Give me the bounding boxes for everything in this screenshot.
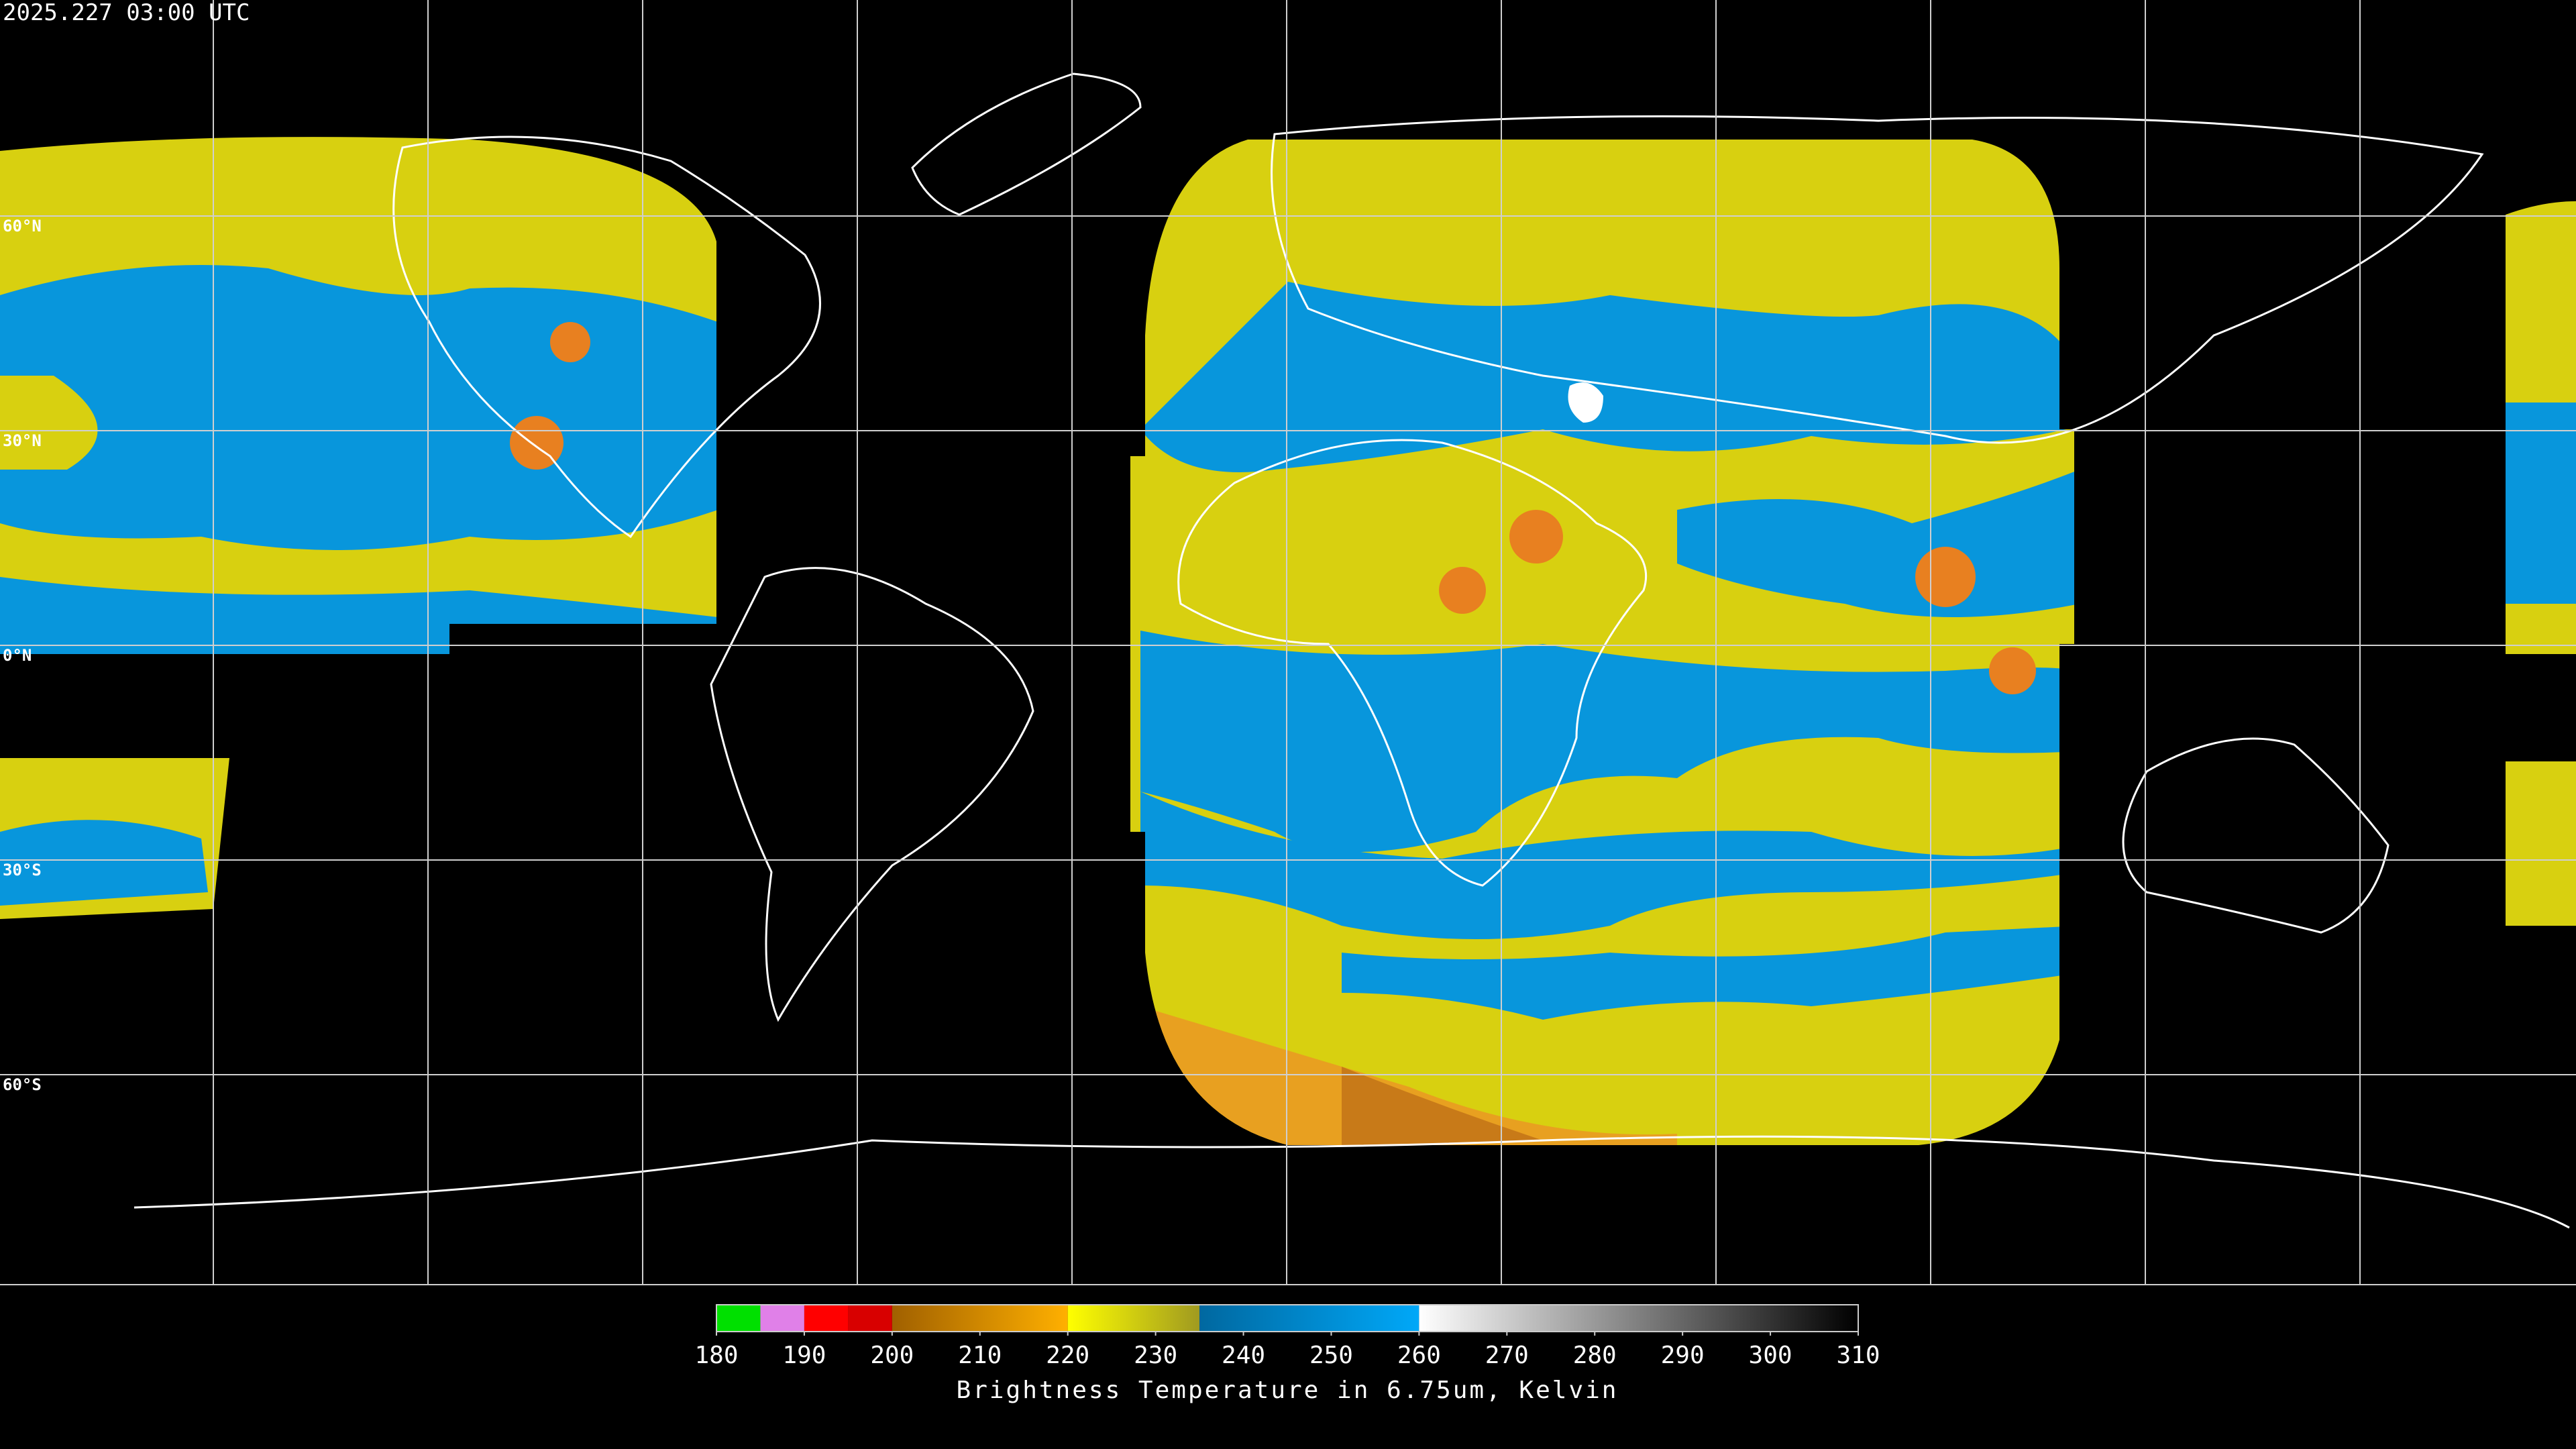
- graticule: 60°N 30°N 0°N 30°S 60°S: [0, 0, 2576, 1285]
- colorbar-segment: [1067, 1305, 1200, 1332]
- colorbar-tick-label: 220: [1046, 1342, 1089, 1369]
- colorbar-tick-label: 310: [1836, 1342, 1880, 1369]
- colorbar-tick-label: 240: [1222, 1342, 1265, 1369]
- colorbar-tick-label: 250: [1309, 1342, 1353, 1369]
- satellite-panel-west: [0, 137, 716, 654]
- colorbar-segment: [804, 1305, 849, 1332]
- colorbar-tick-label: 270: [1485, 1342, 1529, 1369]
- colorbar-tick-label: 300: [1749, 1342, 1792, 1369]
- satellite-disk: [1130, 140, 2074, 1145]
- latitude-label: 60°N: [3, 217, 42, 235]
- colorbar-segment: [848, 1305, 892, 1332]
- latitude-label: 30°S: [3, 861, 42, 879]
- colorbar-tick-label: 230: [1134, 1342, 1177, 1369]
- colorbar: 180 190 200 210 220 230 240 250 260 270 280 290 300 3…: [694, 1304, 1880, 1369]
- colorbar-tick-label: 210: [958, 1342, 1002, 1369]
- latitude-label: 60°S: [3, 1075, 42, 1094]
- colorbar-tick-label: 190: [782, 1342, 826, 1369]
- colorbar-tick-label: 200: [870, 1342, 914, 1369]
- colorbar-tick-label: 260: [1397, 1342, 1441, 1369]
- latitude-label: 0°N: [3, 646, 32, 665]
- colorbar-frame: [716, 1304, 1859, 1332]
- coastlines: [133, 72, 2570, 1229]
- latitude-label: 30°N: [3, 431, 42, 450]
- colorbar-segment: [1199, 1305, 1419, 1332]
- colorbar-segment: [1419, 1305, 1858, 1332]
- timestamp: 2025.227 03:00 UTC: [3, 0, 250, 26]
- colorbar-label: Brightness Temperature in 6.75um, Kelvin: [957, 1377, 1619, 1404]
- colorbar-tick-label: 290: [1661, 1342, 1705, 1369]
- colorbar-segment: [760, 1305, 804, 1332]
- satellite-panel-east-blue: [2506, 402, 2576, 604]
- satellite-patch-sw-blue: [0, 820, 208, 906]
- colorbar-tick-label: 180: [694, 1342, 738, 1369]
- colorbar-segment: [892, 1305, 1068, 1332]
- colorbar-segment: [716, 1305, 761, 1332]
- colorbar-tick-label: 280: [1573, 1342, 1617, 1369]
